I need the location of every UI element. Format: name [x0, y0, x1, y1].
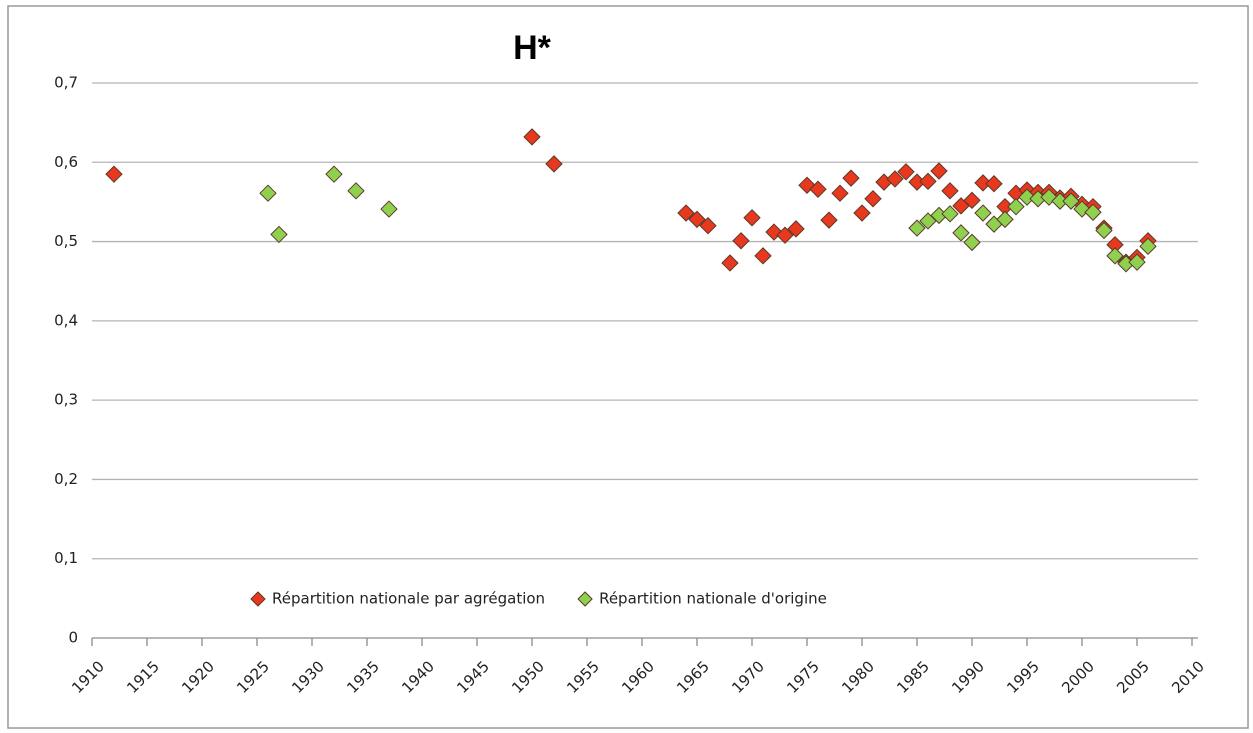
point — [963, 233, 981, 252]
point — [1128, 253, 1146, 271]
y-tick-label: 0,4 — [54, 311, 78, 329]
point — [1018, 188, 1036, 206]
point — [545, 155, 563, 173]
y-tick-label: 0,3 — [54, 391, 78, 409]
legend-marker — [577, 591, 593, 607]
point — [270, 225, 288, 244]
chart-title: H* — [513, 29, 552, 67]
point — [787, 220, 805, 238]
point — [842, 169, 860, 187]
legend-label: Répartition nationale par agrégation — [272, 590, 545, 608]
point — [1084, 203, 1102, 221]
point — [985, 174, 1003, 193]
point — [259, 184, 277, 202]
point — [1139, 237, 1157, 256]
point — [974, 204, 992, 222]
point — [919, 172, 937, 191]
point — [347, 182, 365, 200]
point — [952, 224, 970, 242]
point — [1007, 197, 1025, 216]
point — [380, 200, 398, 218]
point — [886, 170, 904, 188]
point — [974, 174, 992, 192]
point — [996, 210, 1014, 229]
point — [325, 165, 343, 183]
point — [721, 254, 739, 272]
point — [776, 226, 794, 244]
y-tick-label: 0 — [68, 629, 78, 647]
legend-marker — [250, 591, 266, 607]
y-tick-label: 0,2 — [54, 470, 78, 488]
y-tick-label: 0,6 — [54, 153, 78, 171]
point — [688, 210, 706, 229]
point — [1095, 221, 1113, 240]
point — [105, 165, 123, 183]
point — [941, 182, 959, 200]
point — [809, 180, 827, 198]
point — [864, 190, 882, 208]
y-tick-label: 0,1 — [54, 549, 78, 567]
point — [754, 247, 772, 265]
point — [732, 232, 750, 250]
point — [941, 205, 959, 223]
point — [963, 191, 981, 210]
point — [699, 217, 717, 235]
point — [743, 209, 761, 227]
chart-frame — [7, 5, 1249, 729]
point — [831, 184, 849, 202]
point — [820, 211, 838, 229]
point — [1106, 247, 1124, 265]
point — [853, 204, 871, 222]
point — [677, 204, 695, 222]
y-tick-label: 0,7 — [54, 74, 78, 92]
legend-label: Répartition nationale d'origine — [599, 590, 827, 608]
point — [523, 128, 541, 146]
point — [897, 163, 915, 181]
point — [930, 162, 948, 180]
point — [908, 219, 926, 237]
point — [1062, 192, 1080, 210]
y-tick-label: 0,5 — [54, 232, 78, 250]
